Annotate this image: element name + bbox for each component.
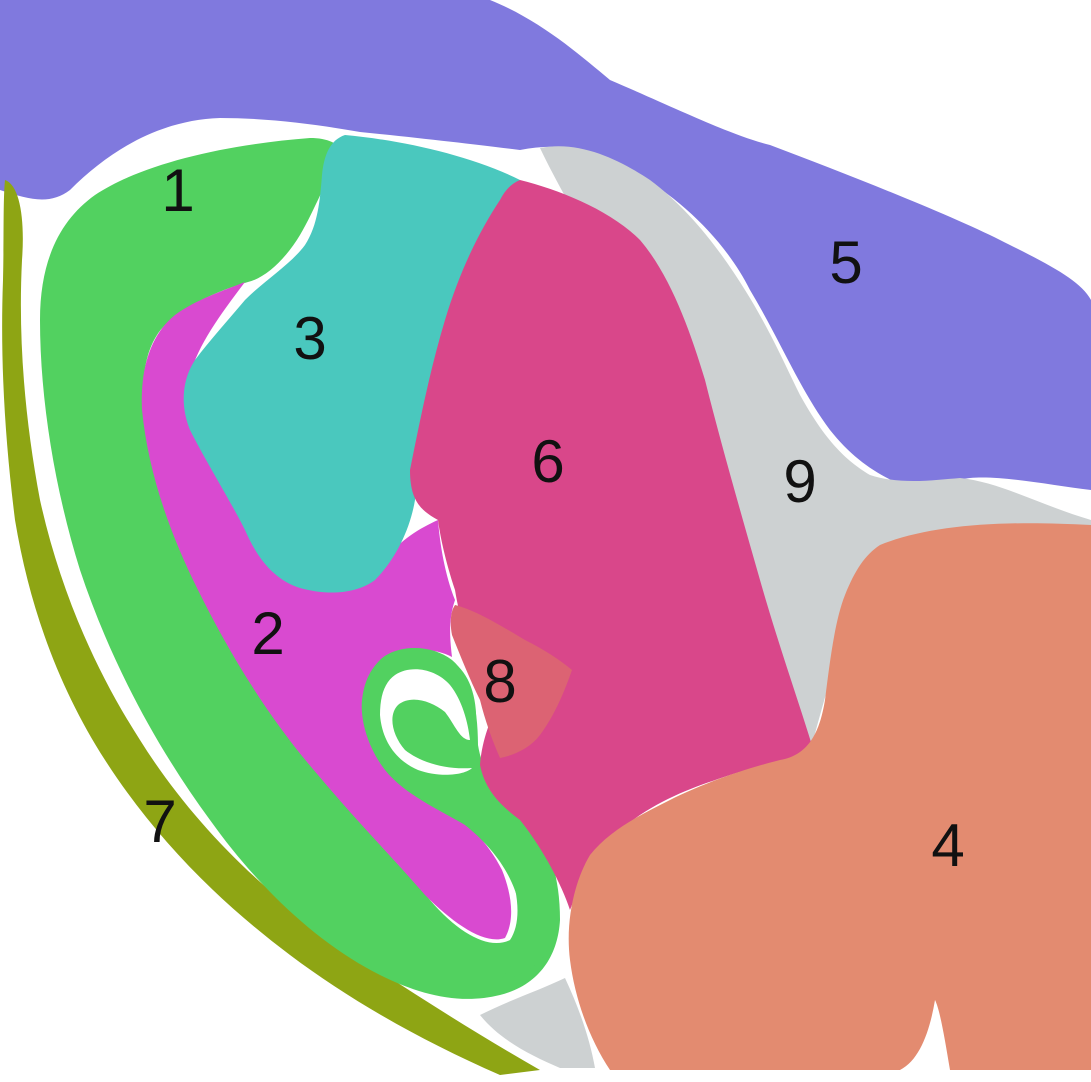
region-3-shape (183, 135, 520, 593)
region-9-shape (540, 146, 1091, 755)
region-4-shape (568, 523, 1091, 1070)
label-9: 9 (783, 448, 816, 515)
region-2-shape (141, 282, 512, 940)
region-9-lower-shape (480, 978, 595, 1068)
label-3: 3 (293, 305, 326, 372)
label-6: 6 (531, 428, 564, 495)
label-8: 8 (483, 648, 516, 715)
label-1: 1 (161, 157, 194, 224)
label-4: 4 (931, 812, 964, 879)
region-7-shape (2, 180, 540, 1075)
region-5-shape (0, 0, 1091, 490)
region-8-shape (450, 605, 572, 758)
label-2: 2 (251, 600, 284, 667)
region-1-inner-loop-hole (380, 669, 472, 775)
label-5: 5 (829, 229, 862, 296)
label-7: 7 (143, 788, 176, 855)
region-1-inner-loop (361, 647, 559, 980)
